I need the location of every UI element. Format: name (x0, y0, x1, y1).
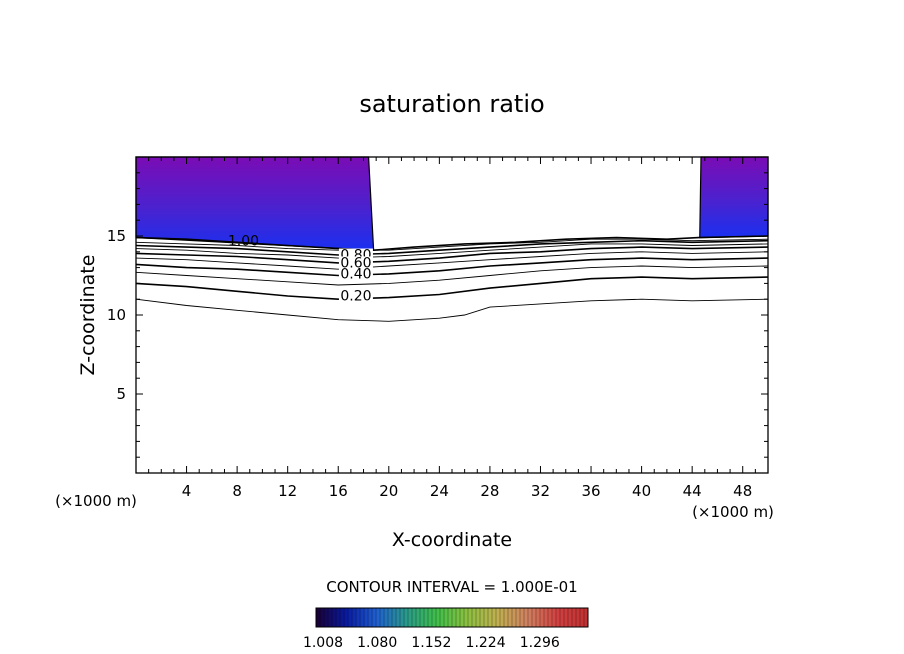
colorbar-tick-label: 1.224 (466, 635, 506, 651)
contour-line (135, 257, 769, 277)
colorbar-tick-labels: 1.008 1.080 1.152 1.224 1.296 (303, 635, 560, 651)
x-tick-label: 20 (379, 482, 398, 500)
chart-title: saturation ratio (359, 90, 544, 118)
contour-line (135, 235, 769, 252)
x-axis-ticks: 4 8 12 16 20 24 28 32 36 40 44 48 (148, 157, 756, 500)
x-tick-label: 4 (182, 482, 192, 500)
x-tick-label: 32 (531, 482, 550, 500)
contour-line (135, 246, 769, 264)
x-tick-label: 28 (480, 482, 499, 500)
filled-region (699, 156, 769, 239)
contour-labels: 1.000.800.600.400.20 (228, 233, 373, 305)
y-tick-label: 5 (116, 385, 126, 403)
x-tick-label: 24 (430, 482, 449, 500)
contour-lines (135, 235, 769, 322)
colorbar-tick-label: 1.008 (303, 635, 343, 651)
x-tick-label: 12 (278, 482, 297, 500)
contour-label-bg (338, 256, 373, 269)
y-axis-label: Z-coordinate (77, 255, 99, 376)
contour-interval-text: CONTOUR INTERVAL = 1.000E-01 (326, 578, 577, 596)
contour-line (135, 251, 769, 270)
contour-label-bg (338, 267, 373, 280)
contour-label: 1.00 (228, 233, 259, 249)
x-tick-label: 48 (733, 482, 752, 500)
contour-label-bg (338, 248, 373, 261)
x-tick-label: 8 (232, 482, 242, 500)
contour-label-bg (338, 289, 373, 302)
x-tick-label: 44 (683, 482, 702, 500)
colorbar-tick-label: 1.296 (520, 635, 560, 651)
contour-line (135, 276, 769, 301)
colorbar-tick-label: 1.080 (357, 635, 397, 651)
contour-label: 0.60 (340, 255, 371, 271)
x-unit-left: (×1000 m) (55, 492, 137, 510)
contour-line (135, 265, 769, 286)
x-unit-right: (×1000 m) (692, 503, 774, 521)
y-tick-label: 15 (107, 227, 126, 245)
colorbar-tick-label: 1.152 (411, 635, 451, 651)
x-tick-label: 40 (632, 482, 651, 500)
contour-label: 0.40 (340, 267, 371, 283)
filled-contour-regions (135, 156, 769, 251)
x-tick-label: 36 (581, 482, 600, 500)
x-tick-label: 16 (329, 482, 348, 500)
y-axis-ticks: 5 10 15 (107, 172, 768, 458)
contour-label: 0.20 (340, 289, 371, 305)
colorbar (315, 607, 589, 628)
y-tick-label: 10 (107, 306, 126, 324)
contour-line (135, 298, 769, 322)
contour-line (135, 243, 769, 259)
x-axis-label: X-coordinate (392, 529, 512, 551)
contour-line (135, 239, 769, 256)
